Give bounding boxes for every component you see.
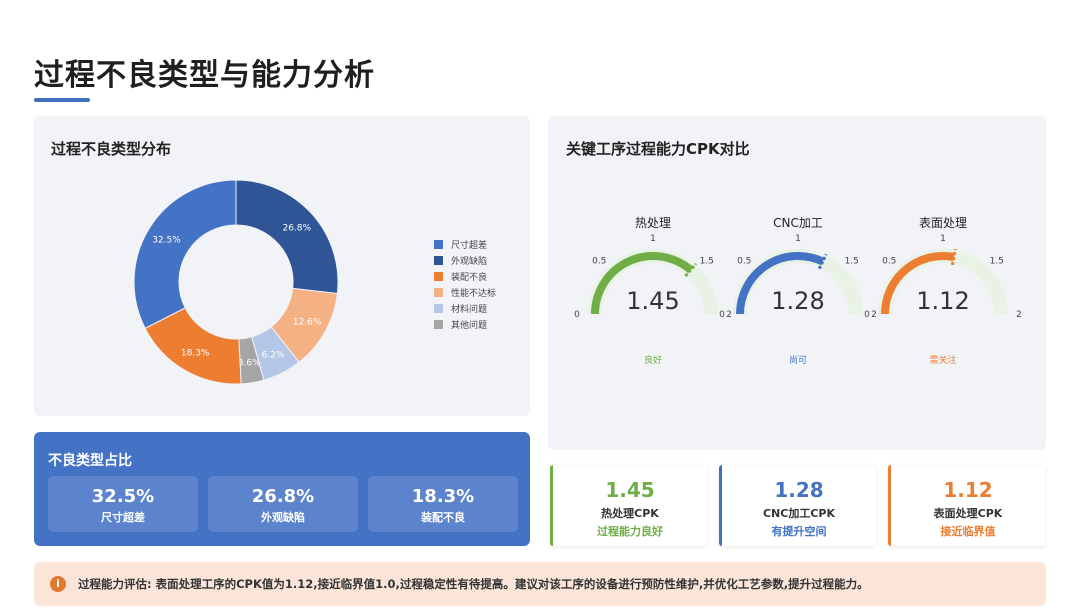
legend-swatch <box>434 271 443 281</box>
legend-item: 其他问题 <box>434 316 496 332</box>
legend-label: 性能不达标 <box>451 288 497 299</box>
defect-distribution-card: 26.8% 12.6% 6.2% 3.6% 18.3% 32.5% 过程不良类型分布 尺寸… <box>34 116 530 416</box>
gauge-value-arc <box>881 252 955 315</box>
info-icon: i <box>50 576 66 592</box>
gauge-title: CNC加工 <box>773 216 823 230</box>
cpk-label: CNC加工CPK <box>762 507 835 520</box>
legend-swatch <box>434 239 443 249</box>
gauge-value-arc <box>736 252 825 315</box>
legend-swatch <box>434 255 443 265</box>
gauge-tick-label: 0.5 <box>882 256 896 266</box>
cpk-label: 表面处理CPK <box>933 507 1003 520</box>
ratio-value: 26.8% <box>251 486 315 507</box>
gauge-tick-label: 1 <box>650 234 656 244</box>
gauge-status: 需关注 <box>929 354 956 366</box>
donut-slice-label: 18.3% <box>181 349 210 359</box>
legend-swatch <box>434 319 443 329</box>
ratio-box-appearance: 26.8% 外观缺陷 <box>208 476 358 532</box>
legend-swatch <box>434 287 443 297</box>
gauge-value-arc <box>591 252 694 315</box>
gauge-status: 尚可 <box>789 354 807 366</box>
legend-label: 尺寸超差 <box>451 240 488 251</box>
legend-label: 材料问题 <box>451 304 488 315</box>
gauge-pointer <box>684 262 698 277</box>
gauge-title: 热处理 <box>635 216 671 230</box>
ratio-box-assembly: 18.3% 装配不良 <box>368 476 518 532</box>
gauge-tick-label: 1.5 <box>700 256 714 266</box>
legend-label: 装配不良 <box>451 272 488 283</box>
donut-chart: 26.8% 12.6% 6.2%3.6% 18.3% 32.5% <box>133 179 339 385</box>
donut-legend: 尺寸超差外观缺陷装配不良性能不达标材料问题其他问题 <box>434 236 496 332</box>
title-underline <box>34 98 90 102</box>
gauge-tick-label: 0 <box>574 310 580 320</box>
donut-slice <box>133 179 237 329</box>
ratio-value: 32.5% <box>91 486 155 507</box>
gauge-value: 1.12 <box>916 287 969 315</box>
gauge-tick-label: 2 <box>1016 310 1022 320</box>
ratio-box-dimension: 32.5% 尺寸超差 <box>48 476 198 532</box>
ratio-card-title: 不良类型占比 <box>48 453 132 469</box>
gauge-tick-label: 0.5 <box>592 256 606 266</box>
gauge-chart: 0 0.5 1 1.5 2 热处理 1.45 良好 0 0.5 1 1.5 2 CNC加工 1.28 尚可 0 0… <box>574 216 1022 366</box>
gauge-tick-label: 0.5 <box>737 256 751 266</box>
cpk-status: 接近临界值 <box>940 525 996 538</box>
gauge-card-title: 关键工序过程能力CPK对比 <box>566 140 750 158</box>
cpk-value: 1.45 <box>605 478 655 502</box>
cpk-value: 1.28 <box>774 478 824 502</box>
ratio-label: 尺寸超差 <box>101 511 145 524</box>
donut-slice-label: 32.5% <box>152 235 181 245</box>
donut-slice-label: 6.2% <box>262 351 285 361</box>
page-title: 过程不良类型与能力分析 <box>34 58 375 93</box>
gauge-status: 良好 <box>644 354 662 366</box>
gauge-tick-label: 2 <box>726 310 732 320</box>
gauge-value: 1.45 <box>626 287 679 315</box>
donut-slice-label: 26.8% <box>282 224 311 234</box>
donut-slice-label: 3.6% <box>238 358 261 368</box>
note-text: 过程能力评估: 表面处理工序的CPK值为1.12,接近临界值1.0,过程稳定性有… <box>78 577 869 591</box>
legend-item: 性能不达标 <box>434 284 496 300</box>
gauge-tick-label: 0 <box>719 310 725 320</box>
defect-ratio-card: 不良类型占比 32.5% 尺寸超差 26.8% 外观缺陷 18.3% 装配不良 <box>34 432 530 546</box>
gauge-title: 表面处理 <box>919 216 967 230</box>
legend-item: 尺寸超差 <box>434 236 496 252</box>
cpk-value: 1.12 <box>943 478 993 502</box>
legend-item: 装配不良 <box>434 268 496 284</box>
cpk-card-surface: 1.12 表面处理CPK 接近临界值 <box>888 465 1045 546</box>
gauge-pointer <box>950 248 957 266</box>
cpk-card-cnc: 1.28 CNC加工CPK 有提升空间 <box>719 465 876 546</box>
cpk-status: 有提升空间 <box>771 525 827 538</box>
legend-swatch <box>434 303 443 313</box>
cpk-gauge-card: 0 0.5 1 1.5 2 热处理 1.45 良好 0 0.5 1 1.5 2 CNC加工 1.28 尚可 0 0… <box>548 116 1046 450</box>
gauge-tick-label: 0 <box>864 310 870 320</box>
gauge-tick-label: 1.5 <box>990 256 1004 266</box>
donut-slice <box>235 179 339 295</box>
cpk-status: 过程能力良好 <box>597 525 663 538</box>
gauge-tick-label: 1 <box>795 234 801 244</box>
donut-slice-label: 12.6% <box>293 318 322 328</box>
gauge-value: 1.28 <box>771 287 824 315</box>
gauge-tick-label: 1 <box>940 234 946 244</box>
legend-label: 外观缺陷 <box>451 256 488 267</box>
ratio-label: 外观缺陷 <box>261 511 305 524</box>
ratio-value: 18.3% <box>411 486 475 507</box>
cpk-card-heat-treatment: 1.45 热处理CPK 过程能力良好 <box>550 465 707 546</box>
cpk-label: 热处理CPK <box>601 507 659 520</box>
assessment-note: i 过程能力评估: 表面处理工序的CPK值为1.12,接近临界值1.0,过程稳定… <box>34 562 1046 606</box>
gauge-tick-label: 1.5 <box>845 256 859 266</box>
ratio-label: 装配不良 <box>421 511 465 524</box>
donut-card-title: 过程不良类型分布 <box>51 140 172 158</box>
legend-item: 外观缺陷 <box>434 252 496 268</box>
legend-item: 材料问题 <box>434 300 496 316</box>
legend-label: 其他问题 <box>451 320 488 331</box>
gauge-tick-label: 2 <box>871 310 877 320</box>
